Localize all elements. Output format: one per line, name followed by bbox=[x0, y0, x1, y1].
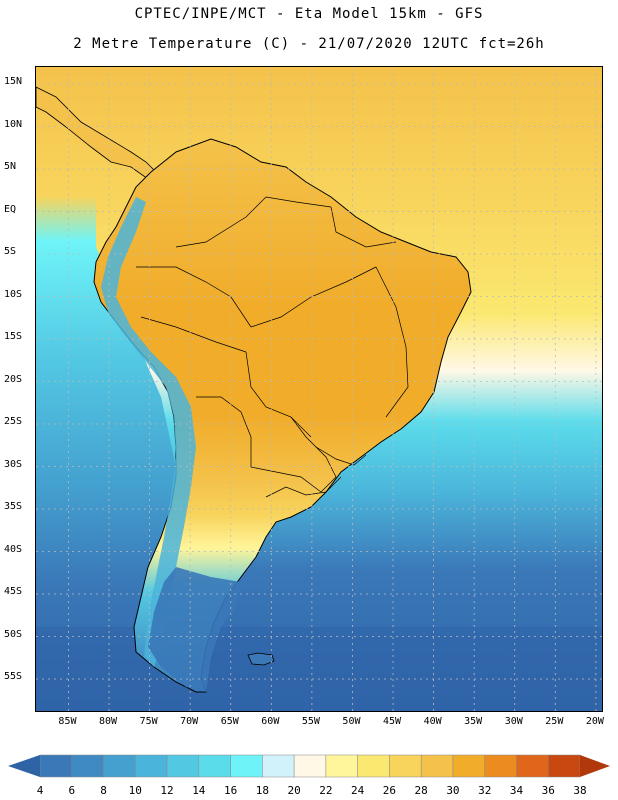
legend-color-box bbox=[484, 754, 517, 778]
legend-tick-label: 26 bbox=[382, 784, 397, 797]
country-borders bbox=[136, 196, 409, 498]
lon-tick-label: 40W bbox=[423, 716, 442, 727]
lon-tick-label: 65W bbox=[220, 716, 239, 727]
lat-tick-label: 30S bbox=[4, 458, 23, 470]
lat-tick-label: 5N bbox=[4, 161, 17, 172]
legend-tick-label: 36 bbox=[541, 784, 555, 797]
lat-tick-label: 50S bbox=[4, 628, 23, 640]
temperature-map bbox=[36, 67, 602, 711]
legend-tick-label: 6 bbox=[68, 784, 76, 797]
lat-tick-label: 25S bbox=[4, 416, 23, 427]
lat-tick-label: 40S bbox=[4, 543, 23, 555]
lon-tick-label: 45W bbox=[382, 716, 402, 727]
legend-color-box bbox=[39, 754, 73, 778]
lon-tick-label: 35W bbox=[464, 716, 483, 727]
lon-tick-label: 55W bbox=[301, 716, 320, 727]
legend-tick-label: 4 bbox=[36, 784, 44, 797]
legend-tick-label: 22 bbox=[319, 784, 333, 797]
legend-color-box bbox=[135, 754, 168, 778]
legend-color-box bbox=[262, 754, 295, 778]
map-title: CPTEC/INPE/MCT - Eta Model 15km - GFS bbox=[134, 6, 484, 22]
lon-tick-label: 25W bbox=[545, 716, 564, 727]
legend-color-box bbox=[230, 754, 263, 778]
legend-color-box bbox=[166, 754, 200, 778]
legend-tick-label: 12 bbox=[160, 784, 174, 797]
legend-tick-label: 32 bbox=[478, 784, 492, 797]
lon-tick-label: 20W bbox=[585, 716, 604, 727]
lon-tick-label: 75W bbox=[139, 716, 158, 727]
lat-tick-label: EQ bbox=[4, 203, 17, 215]
map-frame bbox=[35, 66, 603, 712]
color-legend bbox=[8, 754, 610, 778]
lat-tick-label: 5S bbox=[4, 246, 17, 257]
falkland-islands bbox=[247, 652, 275, 666]
legend-color-box bbox=[71, 754, 104, 778]
legend-tick-label: 38 bbox=[573, 784, 587, 797]
andes-mountain-band bbox=[101, 197, 196, 667]
lat-tick-label: 15N bbox=[4, 76, 23, 87]
legend-color-box bbox=[198, 754, 231, 778]
lon-tick-label: 30W bbox=[504, 716, 523, 727]
legend-tick-label: 18 bbox=[255, 784, 269, 797]
legend-tick-label: 10 bbox=[128, 784, 142, 797]
map-subtitle: 2 Metre Temperature (C) - 21/07/2020 12U… bbox=[73, 36, 545, 52]
legend-high-arrow bbox=[580, 755, 610, 777]
legend-tick-label: 28 bbox=[414, 784, 428, 797]
legend-tick-label: 8 bbox=[100, 784, 107, 797]
legend-tick-label: 16 bbox=[223, 784, 238, 797]
lat-tick-label: 20S bbox=[4, 373, 23, 385]
lon-tick-label: 80W bbox=[98, 716, 118, 727]
lon-tick-label: 50W bbox=[342, 716, 361, 727]
legend-tick-label: 34 bbox=[509, 784, 524, 797]
legend-color-box bbox=[389, 754, 422, 778]
lat-tick-label: 10N bbox=[4, 118, 23, 130]
legend-low-arrow bbox=[8, 755, 40, 777]
legend-tick-label: 14 bbox=[192, 784, 206, 797]
lat-tick-label: 15S bbox=[4, 331, 23, 342]
legend-color-box bbox=[516, 754, 549, 778]
lon-tick-label: 70W bbox=[180, 716, 199, 727]
southern-cold-band bbox=[36, 627, 602, 711]
legend-color-box bbox=[420, 754, 454, 778]
lat-tick-label: 45S bbox=[4, 586, 23, 597]
graticule bbox=[36, 67, 602, 711]
legend-color-box bbox=[357, 754, 390, 778]
legend-color-box bbox=[293, 754, 327, 778]
legend-tick-label: 20 bbox=[287, 784, 301, 797]
patagonia-region bbox=[148, 567, 241, 692]
legend-color-box bbox=[103, 754, 136, 778]
legend-color-box bbox=[325, 754, 358, 778]
legend-color-box bbox=[452, 754, 485, 778]
lon-tick-label: 60W bbox=[261, 716, 280, 727]
legend-tick-label: 24 bbox=[351, 784, 365, 797]
lat-tick-label: 10S bbox=[4, 288, 23, 300]
legend-tick-label: 30 bbox=[446, 784, 460, 797]
lat-tick-label: 55S bbox=[4, 671, 23, 682]
legend-color-box bbox=[547, 754, 581, 778]
lon-tick-label: 85W bbox=[58, 716, 77, 727]
lat-tick-label: 35S bbox=[4, 501, 23, 512]
